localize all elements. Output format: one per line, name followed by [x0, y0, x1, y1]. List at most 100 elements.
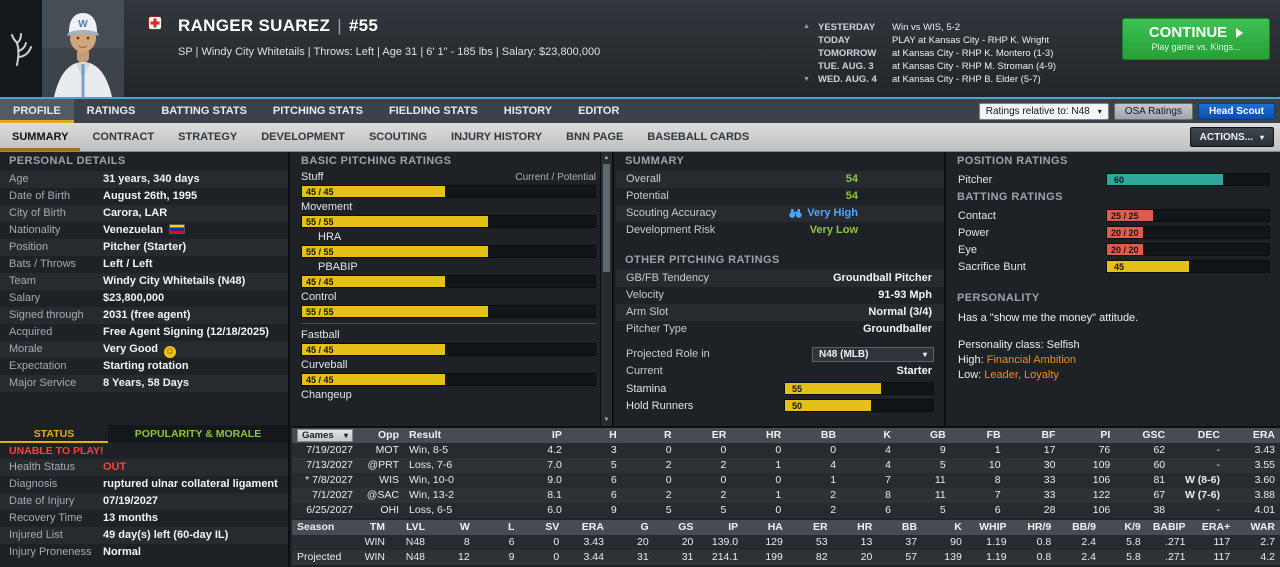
scroll-down-icon[interactable]: ▼	[603, 417, 610, 423]
column-header-sv: SV	[519, 520, 565, 535]
rating-changeup: Changeup	[301, 389, 596, 402]
row-value: 07/19/2027	[103, 495, 159, 507]
venezuela-flag-icon	[168, 224, 185, 234]
section-divider	[301, 323, 596, 324]
rating-bar: 20 / 20	[1106, 243, 1270, 256]
subtab-baseball-cards[interactable]: BASEBALL CARDS	[647, 131, 750, 143]
tab-pitching-stats[interactable]: PITCHING STATS	[272, 105, 363, 117]
sub-tab-bar: SUMMARY CONTRACT STRATEGY DEVELOPMENT SCOUTI…	[0, 123, 1280, 152]
personal-row-team: Team Windy City Whitetails (N48)	[0, 273, 288, 290]
status-row-date-of-injury: Date of Injury 07/19/2027	[0, 493, 288, 510]
continue-button[interactable]: CONTINUE Play game vs. Kings...	[1122, 18, 1270, 60]
schedule-day: TUE. AUG. 3	[818, 61, 874, 72]
tab-batting-stats[interactable]: BATTING STATS	[161, 105, 247, 117]
rating-label: PBABIP	[318, 261, 358, 273]
row-label: Position	[9, 241, 49, 253]
rating-bar: 55 / 55	[301, 245, 596, 258]
rating-value: 45	[1107, 261, 1131, 272]
subtab-scouting[interactable]: SCOUTING	[368, 131, 428, 143]
actions-button[interactable]: ACTIONS... ▾	[1189, 127, 1274, 147]
continue-arrow-icon	[1236, 27, 1244, 38]
personal-row-expectation: Expectation Starting rotation	[0, 358, 288, 375]
game-log-row[interactable]: 6/25/2027 OHI Loss, 6-5 6.0 9 5 5 0 2 6 5 6 28 106 38-…	[292, 503, 1280, 518]
tab-popularity-morale[interactable]: POPULARITY & MORALE	[134, 428, 262, 440]
ratings-personality-panel: POSITION RATINGS Pitcher 60 BATTING RATIN…	[948, 152, 1280, 567]
personal-row-morale: Morale Very Good ☺	[0, 341, 288, 358]
game-log-row[interactable]: 7/1/2027 @SAC Win, 13-2 8.1 6 2 2 1 2 8 11 7 33 122 67…	[292, 488, 1280, 503]
season-row[interactable]: Projected WIN N48 12 9 0 3.44 31 31 214.1 199 82 20 5…	[292, 550, 1280, 565]
pitching-ratings-list: Stuff Current / Potential 45 / 45 Movement 5…	[292, 171, 612, 402]
ratings-relative-select[interactable]: Ratings relative to: N48 ▾	[978, 102, 1109, 120]
game-log-row[interactable]: * 7/8/2027 WIS Win, 10-0 9.0 6 0 0 0 1 7 11 8 33 106 8…	[292, 473, 1280, 488]
rating-value: 45 / 45	[302, 186, 338, 197]
basic-pitching-panel: BASIC PITCHING RATINGS Stuff Current / Po…	[292, 152, 614, 426]
scrollbar-thumb[interactable]	[603, 164, 610, 272]
game-log-row[interactable]: 7/13/2027 @PRT Loss, 7-6 7.0 5 2 2 1 4 4 5 10 30 109 6…	[292, 458, 1280, 473]
tab-fielding-stats[interactable]: FIELDING STATS	[388, 105, 478, 117]
column-header-bb: BB	[877, 520, 923, 535]
column-header-hr: HR	[731, 428, 787, 443]
rating-value: 45 / 45	[302, 344, 338, 355]
personal-row-bats-throws: Bats / Throws Left / Left	[0, 256, 288, 273]
tab-ratings[interactable]: RATINGS	[86, 105, 136, 117]
column-header-era: ERA+	[1190, 520, 1236, 535]
row-label: Team	[9, 275, 36, 287]
row-label: Date of Injury	[9, 495, 75, 507]
rating-value: 50	[785, 400, 809, 411]
status-row-diagnosis: Diagnosis ruptured ulnar collateral ligam…	[0, 476, 288, 493]
column-header-w: W	[430, 520, 475, 535]
subtab-development[interactable]: DEVELOPMENT	[261, 131, 345, 143]
schedule-scroll-up-icon[interactable]: ▲	[803, 23, 810, 30]
row-label: Date of Birth	[9, 190, 71, 202]
column-header-bb: BB	[786, 428, 842, 443]
rating-row-pitcher: Pitcher 60	[948, 171, 1280, 188]
rating-label: Hold Runners	[626, 399, 694, 412]
column-header-h: H	[566, 428, 622, 443]
column-header-l: L	[474, 520, 520, 535]
game-log-row[interactable]: 7/19/2027 MOT Win, 8-5 4.2 3 0 0 0 0 4 9 1 17 76 62-3.…	[292, 443, 1280, 458]
subtab-bnn-page[interactable]: BNN PAGE	[566, 131, 624, 143]
row-value: Venezuelan	[103, 222, 185, 239]
rating-stuff: Stuff Current / Potential 45 / 45	[301, 171, 596, 198]
attitude-text: Has a "show me the money" attitude.	[958, 312, 1139, 324]
personal-row-major-service: Major Service 8 Years, 58 Days	[0, 375, 288, 392]
player-info-line: SP | Windy City Whitetails | Throws: Lef…	[178, 46, 601, 58]
column-header-era: ERA	[564, 520, 609, 535]
row-label: Current	[626, 365, 663, 377]
column-header-pi: PI	[1060, 428, 1116, 443]
subtab-summary[interactable]: SUMMARY	[0, 123, 80, 151]
games-filter-dropdown[interactable]: Games ▾	[297, 429, 353, 442]
tab-status[interactable]: STATUS	[0, 425, 108, 443]
tab-history[interactable]: HISTORY	[503, 105, 553, 117]
row-label: Salary	[9, 292, 41, 304]
scroll-up-icon[interactable]: ▲	[603, 155, 610, 161]
summary-row-potential: Potential 54	[616, 188, 944, 205]
sub-tab-list: SUMMARY CONTRACT STRATEGY DEVELOPMENT SCOUTI…	[0, 123, 761, 151]
season-row[interactable]: WIN N48 8 6 0 3.43 20 20 139.0 129 53 13 37 90 1.19 0.8…	[292, 535, 1280, 550]
svg-text:W: W	[78, 19, 88, 30]
osa-ratings-button[interactable]: OSA Ratings	[1113, 102, 1193, 120]
subtab-injury-history[interactable]: INJURY HISTORY	[451, 131, 543, 143]
subtab-contract[interactable]: CONTRACT	[92, 131, 155, 143]
status-list: Health Status OUT Diagnosis ruptured ulnar …	[0, 459, 288, 561]
other-rating-bars: Stamina 55 Hold Runners 50	[616, 380, 944, 414]
tab-profile[interactable]: PROFILE	[0, 99, 74, 123]
subtab-strategy[interactable]: STRATEGY	[178, 131, 238, 143]
column-header-dec: DEC	[1170, 428, 1225, 443]
projected-role-select[interactable]: N48 (MLB) ▾	[812, 347, 934, 362]
rating-bar: 60	[1106, 173, 1270, 186]
profile-content: PERSONAL DETAILS Age 31 years, 340 days Da…	[0, 152, 1280, 567]
rating-value: 20 / 20	[1107, 227, 1143, 238]
column-header-opp: Opp	[358, 428, 404, 443]
summary-title: SUMMARY	[625, 155, 685, 167]
summary-list: Overall 54 Potential 54 Scouting Accuracy Ver…	[616, 171, 944, 239]
schedule-row: TUE. AUG. 3 at Kansas City - RHP M. Strom…	[818, 60, 1118, 73]
rating-row-eye: Eye 20 / 20	[948, 241, 1280, 258]
tab-editor[interactable]: EDITOR	[578, 105, 620, 117]
scrollbar[interactable]: ▲ ▼	[600, 152, 612, 426]
schedule-scroll-down-icon[interactable]: ▼	[803, 76, 810, 83]
head-scout-button[interactable]: Head Scout	[1197, 102, 1275, 120]
column-header-games: Games ▾	[292, 428, 358, 443]
column-header-lvl: LVL	[390, 520, 430, 535]
schedule-detail: at Kansas City - RHP M. Stroman (4-9)	[892, 61, 1057, 72]
